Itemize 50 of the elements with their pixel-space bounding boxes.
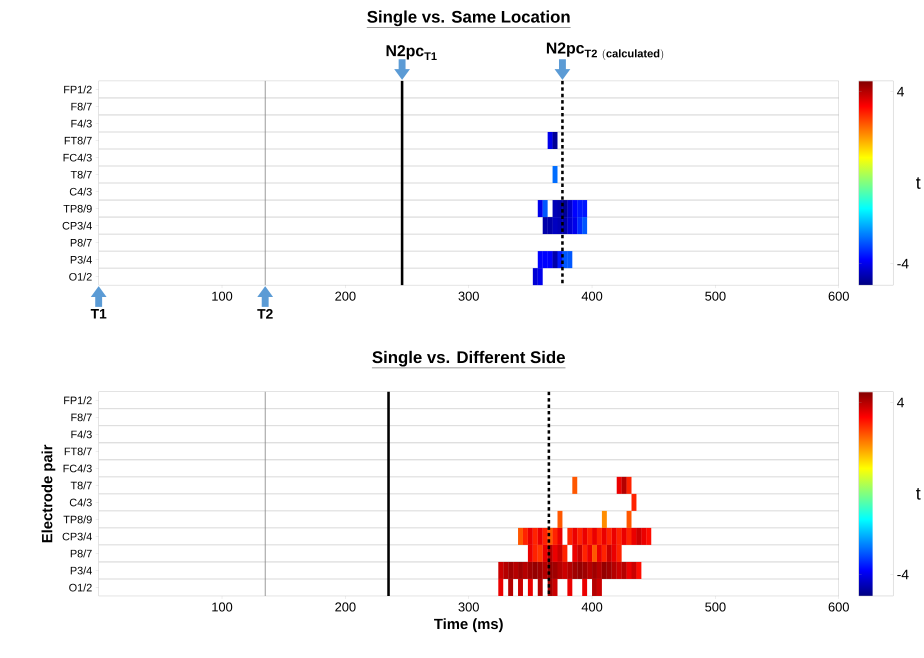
y-tick-label: O1/2 bbox=[69, 583, 92, 592]
x-tick-label: 500 bbox=[705, 602, 726, 612]
x-tick-label: 400 bbox=[582, 292, 602, 301]
y-tick-label: FT8/7 bbox=[64, 136, 92, 144]
ref-line-label: $\mathbf{T2}$ bbox=[257, 308, 273, 319]
x-tick-label: 600 bbox=[828, 602, 849, 612]
y-tick-label: T8/7 bbox=[70, 170, 92, 178]
color-bar-label: 4 bbox=[897, 398, 904, 408]
color-bar-label: 4 bbox=[897, 86, 904, 96]
y-tick-label: F8/7 bbox=[71, 102, 92, 110]
y-axis-title: Electrode pair bbox=[41, 444, 56, 542]
y-tick-label: O1/2 bbox=[69, 272, 92, 281]
chart-title: Single vs. Different Side bbox=[372, 350, 565, 366]
y-tick-label: C4/3 bbox=[70, 188, 92, 196]
x-tick-label: 300 bbox=[458, 292, 479, 301]
y-tick-label: FT8/7 bbox=[64, 447, 92, 456]
x-tick-label: 400 bbox=[582, 602, 602, 612]
x-tick-label: 100 bbox=[212, 292, 232, 301]
x-tick-label: 200 bbox=[335, 602, 356, 612]
y-tick-label: T8/7 bbox=[70, 481, 92, 490]
x-axis-title: Time (ms) bbox=[434, 618, 503, 632]
ref-line-label: $\mathbf{N2pc}_{\mathbf{T1}}$ bbox=[386, 45, 437, 60]
y-tick-label: P3/4 bbox=[70, 566, 92, 574]
x-tick-label: 100 bbox=[212, 602, 232, 612]
color-bar-title: t bbox=[916, 488, 921, 500]
y-tick-label: F4/3 bbox=[71, 119, 92, 128]
y-tick-label: CP3/4 bbox=[62, 222, 92, 230]
y-tick-label: TP8/9 bbox=[64, 515, 92, 524]
x-tick-label: 200 bbox=[335, 292, 356, 301]
y-tick-label: TP8/9 bbox=[64, 204, 92, 212]
color-bar-label: -4 bbox=[897, 258, 909, 268]
y-tick-label: CP3/4 bbox=[62, 532, 92, 540]
x-tick-label: 500 bbox=[705, 292, 726, 301]
y-tick-label: FP1/2 bbox=[64, 85, 92, 94]
chart-title: Single vs. Same Location bbox=[367, 10, 570, 26]
x-tick-label: 300 bbox=[458, 602, 479, 612]
y-tick-label: FC4/3 bbox=[64, 153, 92, 162]
y-tick-label: C4/3 bbox=[70, 498, 92, 506]
y-tick-label: FP1/2 bbox=[64, 396, 92, 404]
color-bar-label: -4 bbox=[897, 570, 909, 580]
text: T1 bbox=[90, 308, 106, 318]
y-tick-label: P3/4 bbox=[70, 256, 92, 264]
color-bar-title: t bbox=[916, 177, 921, 189]
y-tick-label: P8/7 bbox=[70, 238, 92, 247]
ref-line-label: $\mathbf{N2pc}_{\mathbf{T2}\ \mathbf{(calculated)}}$ bbox=[546, 42, 664, 60]
y-tick-label: FC4/3 bbox=[64, 464, 92, 472]
x-tick-label: 600 bbox=[828, 292, 849, 301]
y-tick-label: P8/7 bbox=[70, 549, 92, 558]
y-tick-label: F4/3 bbox=[71, 430, 92, 438]
y-tick-label: F8/7 bbox=[71, 413, 92, 422]
